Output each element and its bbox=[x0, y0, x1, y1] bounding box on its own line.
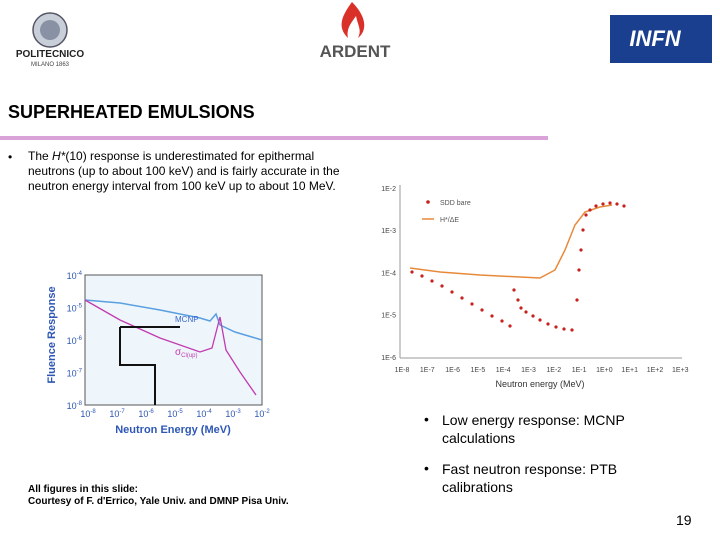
tick-label: 1E-6 bbox=[445, 367, 460, 374]
bullet-marker: • bbox=[8, 150, 13, 164]
tick-base: 10 bbox=[109, 409, 119, 419]
tick-label: 1E-3 bbox=[521, 367, 536, 374]
annotation-symbol: σ bbox=[175, 347, 182, 358]
text: The bbox=[28, 149, 53, 163]
italic-text: H* bbox=[52, 149, 66, 163]
tick-label: 1E-2 bbox=[381, 186, 396, 193]
tick-exp: -5 bbox=[77, 304, 83, 310]
tick-base: 10 bbox=[67, 271, 77, 281]
x-axis-label: Neutron Energy (MeV) bbox=[115, 424, 231, 436]
tick-label: 10-7 bbox=[67, 369, 83, 379]
annotation: σCl(up) bbox=[175, 347, 198, 359]
legend-entry: SDD bare bbox=[440, 200, 471, 207]
logo-text: POLITECNICO bbox=[16, 49, 85, 60]
bullet-text: Low energy response: MCNP calculations bbox=[442, 412, 625, 446]
tick-exp: -7 bbox=[119, 409, 125, 415]
data-dots bbox=[410, 201, 626, 332]
x-ticks: 10-8 10-7 10-6 10-5 10-4 10-3 10-2 bbox=[80, 409, 270, 419]
tick-label: 1E-7 bbox=[420, 367, 435, 374]
tick-exp: -8 bbox=[77, 401, 83, 407]
tick-label: 10-4 bbox=[196, 409, 212, 419]
bullet-marker: • bbox=[424, 460, 429, 476]
x-axis-label: Neutron energy (MeV) bbox=[495, 379, 584, 389]
tick-label: 10-8 bbox=[67, 401, 83, 411]
tick-label: 1E-3 bbox=[381, 228, 396, 235]
tick-label: 10-3 bbox=[225, 409, 241, 419]
y-axis-label: Fluence Response bbox=[46, 286, 58, 383]
tick-label: 1E-6 bbox=[381, 355, 396, 362]
tick-base: 10 bbox=[67, 304, 77, 314]
logo-infn: INFN bbox=[610, 15, 712, 63]
tick-label: 10-7 bbox=[109, 409, 125, 419]
tick-exp: -7 bbox=[77, 369, 83, 375]
tick-label: 10-8 bbox=[80, 409, 96, 419]
tick-label: 1E-5 bbox=[381, 313, 396, 320]
slide-title: SUPERHEATED EMULSIONS bbox=[8, 102, 255, 122]
title-rule bbox=[0, 136, 548, 140]
tick-exp: -2 bbox=[264, 409, 270, 415]
annotation: MCNP bbox=[175, 315, 199, 324]
tick-base: 10 bbox=[225, 409, 235, 419]
tick-base: 10 bbox=[167, 409, 177, 419]
tick-label: 10-6 bbox=[138, 409, 154, 419]
tick-exp: -6 bbox=[148, 409, 154, 415]
tick-label: 1E-1 bbox=[572, 367, 587, 374]
tick-label: 10-5 bbox=[167, 409, 183, 419]
tick-base: 10 bbox=[196, 409, 206, 419]
tick-label: 1E+1 bbox=[621, 367, 638, 374]
tick-base: 10 bbox=[254, 409, 264, 419]
tick-exp: -5 bbox=[177, 409, 183, 415]
tick-label: 1E-5 bbox=[471, 367, 486, 374]
x-ticks: 1E-8 1E-7 1E-6 1E-5 1E-4 1E-3 1E-2 1E-1 1E+0 1E+1… bbox=[395, 367, 689, 374]
logo-politecnico: POLITECNICO MILANO 1863 bbox=[16, 12, 85, 68]
tick-base: 10 bbox=[80, 409, 90, 419]
logo-subtext: MILANO 1863 bbox=[31, 62, 70, 68]
tick-label: 1E-2 bbox=[546, 367, 561, 374]
bullet-text: The H*(10) response is underestimated fo… bbox=[28, 149, 346, 194]
tick-exp: -4 bbox=[77, 271, 83, 277]
logo-text: ARDENT bbox=[320, 42, 391, 61]
caption-line: All figures in this slide: bbox=[28, 484, 139, 495]
logo-text: INFN bbox=[629, 26, 681, 51]
caption: All figures in this slide: Courtesy of F… bbox=[28, 484, 289, 508]
bullet-text: Fast neutron response: PTB calibrations bbox=[442, 461, 618, 495]
tick-label: 1E-8 bbox=[395, 367, 410, 374]
tick-label: 1E+0 bbox=[596, 367, 613, 374]
left-figure: MCNP σCl(up) 10-410-510-610-710-8 10-8 10… bbox=[46, 271, 270, 436]
annotation-sub: Cl(up) bbox=[181, 353, 197, 359]
tick-base: 10 bbox=[67, 336, 77, 346]
tick-label: 10-4 bbox=[67, 271, 83, 281]
caption-line: Courtesy of F. d'Errico, Yale Univ. and … bbox=[28, 496, 289, 507]
tick-label: 10-2 bbox=[254, 409, 270, 419]
tick-label: 1E+3 bbox=[672, 367, 689, 374]
text: (10) response is underestimated for epit… bbox=[28, 149, 340, 193]
tick-exp: -3 bbox=[235, 409, 241, 415]
bullet-marker: • bbox=[424, 411, 429, 427]
tick-exp: -4 bbox=[206, 409, 212, 415]
tick-base: 10 bbox=[67, 369, 77, 379]
tick-label: 1E+2 bbox=[647, 367, 664, 374]
tick-base: 10 bbox=[138, 409, 148, 419]
tick-exp: -8 bbox=[90, 409, 96, 415]
legend-entry: H*/ΔE bbox=[440, 217, 459, 224]
tick-label: 10-6 bbox=[67, 336, 83, 346]
tick-label: 10-5 bbox=[67, 304, 83, 314]
tick-base: 10 bbox=[67, 401, 77, 411]
tick-exp: -6 bbox=[77, 336, 83, 342]
tick-label: 1E-4 bbox=[381, 270, 396, 277]
page-number: 19 bbox=[676, 512, 692, 528]
logo-ardent: ARDENT bbox=[320, 2, 391, 61]
y-ticks: 1E-2 1E-3 1E-4 1E-5 1E-6 bbox=[381, 186, 396, 362]
tick-label: 1E-4 bbox=[496, 367, 511, 374]
right-figure: SDD bare H*/ΔE 1E-2 1E-3 1E-4 1E-5 1E-6 1E-8… bbox=[381, 185, 689, 389]
y-ticks: 10-410-510-610-710-8 bbox=[67, 271, 83, 411]
